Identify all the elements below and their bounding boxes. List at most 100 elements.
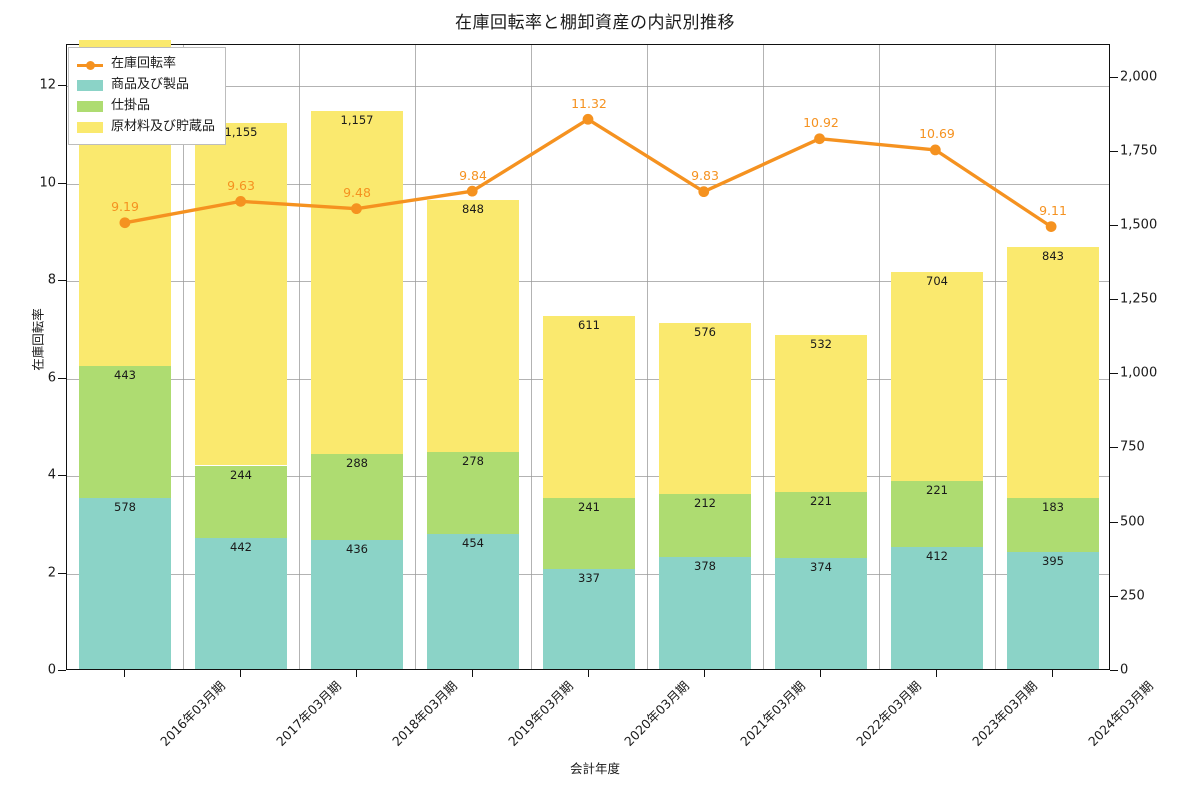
bar-segment[interactable]: 576 bbox=[659, 323, 751, 494]
x-axis-tick-label: 2021年03月期 bbox=[737, 678, 808, 749]
x-axis-tick-mark bbox=[472, 670, 473, 677]
bar-segment[interactable]: 395 bbox=[1007, 551, 1099, 669]
bar-segment-label: 532 bbox=[810, 336, 832, 351]
bar-segment-label: 1,157 bbox=[340, 112, 374, 127]
bar-stack[interactable]: 378 212 576 bbox=[659, 43, 751, 669]
legend-item-label: 原材料及び貯蔵品 bbox=[111, 119, 216, 135]
bar-segment-label: 241 bbox=[578, 499, 600, 514]
bar-segment[interactable]: 288 bbox=[311, 454, 403, 540]
line-point-label: 11.32 bbox=[571, 95, 607, 111]
x-axis-tick-label: 2020年03月期 bbox=[621, 678, 692, 749]
x-axis-tick-mark bbox=[704, 670, 705, 677]
bar-stack[interactable]: 436 288 1,157 bbox=[311, 43, 403, 669]
legend-item-label: 商品及び製品 bbox=[111, 77, 190, 93]
bar-segment[interactable]: 843 bbox=[1007, 247, 1099, 498]
bar-segment-label: 212 bbox=[694, 495, 716, 510]
y-axis-tick-mark bbox=[58, 85, 66, 87]
bar-segment[interactable]: 278 bbox=[427, 451, 519, 535]
bar-segment[interactable]: 532 bbox=[775, 334, 867, 493]
bar-stack[interactable]: 337 241 611 bbox=[543, 43, 635, 669]
y2-axis-tick-label: 1,000 bbox=[1120, 365, 1158, 381]
bar-segment[interactable]: 1,155 bbox=[195, 122, 287, 466]
x-axis-tick-label: 2016年03月期 bbox=[157, 678, 228, 749]
y-axis-tick-mark bbox=[58, 475, 66, 477]
y-axis-tick-mark bbox=[58, 670, 66, 671]
gridline-vertical bbox=[647, 45, 648, 669]
legend-line-marker-icon bbox=[77, 59, 103, 70]
bar-segment-label: 611 bbox=[578, 318, 600, 333]
y2-axis-tick-label: 1,750 bbox=[1120, 143, 1158, 159]
x-axis-tick-mark bbox=[124, 670, 125, 677]
line-point-label: 9.83 bbox=[691, 168, 719, 184]
bar-segment-label: 704 bbox=[926, 274, 948, 289]
bar-segment-label: 576 bbox=[694, 325, 716, 340]
bar-segment[interactable]: 436 bbox=[311, 539, 403, 669]
bar-segment[interactable]: 611 bbox=[543, 316, 635, 498]
legend-item[interactable]: 仕掛品 bbox=[77, 96, 215, 117]
x-axis-tick-label: 2024年03月期 bbox=[1085, 678, 1156, 749]
y2-axis-tick-mark bbox=[1110, 224, 1118, 226]
bar-segment[interactable]: 212 bbox=[659, 493, 751, 557]
bar-segment-label: 221 bbox=[926, 483, 948, 498]
y2-axis-tick-mark bbox=[1110, 299, 1118, 301]
x-axis-tick-mark bbox=[356, 670, 357, 677]
line-point-label: 9.11 bbox=[1039, 203, 1067, 219]
bar-segment-label: 374 bbox=[810, 560, 832, 575]
bar-segment[interactable]: 1,157 bbox=[311, 110, 403, 455]
bar-segment[interactable]: 848 bbox=[427, 200, 519, 452]
x-axis-tick-mark bbox=[1052, 670, 1053, 677]
legend-item[interactable]: 原材料及び貯蔵品 bbox=[77, 117, 215, 138]
bar-segment[interactable]: 241 bbox=[543, 497, 635, 570]
y2-axis-tick-label: 1,500 bbox=[1120, 217, 1158, 233]
y-axis-tick-label: 0 bbox=[47, 662, 56, 678]
x-axis-title: 会計年度 bbox=[569, 761, 620, 776]
x-axis-tick-label: 2023年03月期 bbox=[969, 678, 1040, 749]
gridline-vertical bbox=[995, 45, 996, 669]
gridline-vertical bbox=[415, 45, 416, 669]
bar-segment-label: 412 bbox=[926, 548, 948, 563]
bar-segment-label: 221 bbox=[810, 494, 832, 509]
bar-segment[interactable]: 374 bbox=[775, 558, 867, 669]
bar-segment[interactable]: 704 bbox=[891, 272, 983, 482]
x-axis-tick-mark bbox=[936, 670, 937, 677]
y2-axis-tick-mark bbox=[1110, 447, 1118, 449]
bar-segment[interactable]: 221 bbox=[891, 481, 983, 547]
chart-title: 在庫回転率と棚卸資産の内訳別推移 bbox=[455, 13, 735, 33]
bar-stack[interactable]: 395 183 843 bbox=[1007, 43, 1099, 669]
bar-segment[interactable]: 183 bbox=[1007, 497, 1099, 552]
bar-segment[interactable]: 337 bbox=[543, 569, 635, 669]
x-axis-tick-label: 2018年03月期 bbox=[389, 678, 460, 749]
x-axis-tick-mark bbox=[588, 670, 589, 677]
gridline-horizontal bbox=[67, 281, 1109, 283]
bar-segment[interactable]: 578 bbox=[79, 497, 171, 669]
chart-legend: 在庫回転率商品及び製品仕掛品原材料及び貯蔵品 bbox=[68, 47, 227, 145]
left-axis-title: 在庫回転率 bbox=[30, 308, 46, 371]
bar-segment-label: 244 bbox=[230, 467, 252, 482]
bar-segment[interactable]: 221 bbox=[775, 492, 867, 559]
bar-segment-label: 288 bbox=[346, 456, 368, 471]
y2-axis-tick-mark bbox=[1110, 150, 1118, 152]
bar-segment[interactable]: 412 bbox=[891, 546, 983, 669]
bar-stack[interactable]: 454 278 848 bbox=[427, 43, 519, 669]
bar-segment[interactable]: 442 bbox=[195, 537, 287, 669]
legend-item[interactable]: 商品及び製品 bbox=[77, 75, 215, 96]
plot-area: 578 443 442 244 1,155 436 288 1,157 454 278 848 337… bbox=[66, 39, 1110, 670]
bar-stack[interactable]: 374 221 532 bbox=[775, 43, 867, 669]
bar-segment[interactable]: 378 bbox=[659, 556, 751, 669]
line-point-label: 10.92 bbox=[803, 115, 839, 131]
y-axis-tick-mark bbox=[58, 280, 66, 282]
bar-segment[interactable]: 454 bbox=[427, 534, 519, 669]
bar-segment[interactable]: 244 bbox=[195, 465, 287, 538]
y-axis-tick-label: 6 bbox=[47, 370, 56, 386]
y2-axis-tick-mark bbox=[1110, 373, 1118, 375]
bar-segment[interactable]: 443 bbox=[79, 366, 171, 498]
bar-segment-label: 378 bbox=[694, 558, 716, 573]
gridline-vertical bbox=[299, 45, 300, 669]
legend-item[interactable]: 在庫回転率 bbox=[77, 54, 215, 75]
line-point-label: 9.63 bbox=[227, 177, 255, 193]
bar-stack[interactable]: 412 221 704 bbox=[891, 43, 983, 669]
y2-axis-tick-label: 750 bbox=[1120, 439, 1145, 455]
y2-axis-tick-label: 500 bbox=[1120, 514, 1145, 530]
y-axis-tick-mark bbox=[58, 572, 66, 574]
bar-segment-label: 395 bbox=[1042, 553, 1064, 568]
